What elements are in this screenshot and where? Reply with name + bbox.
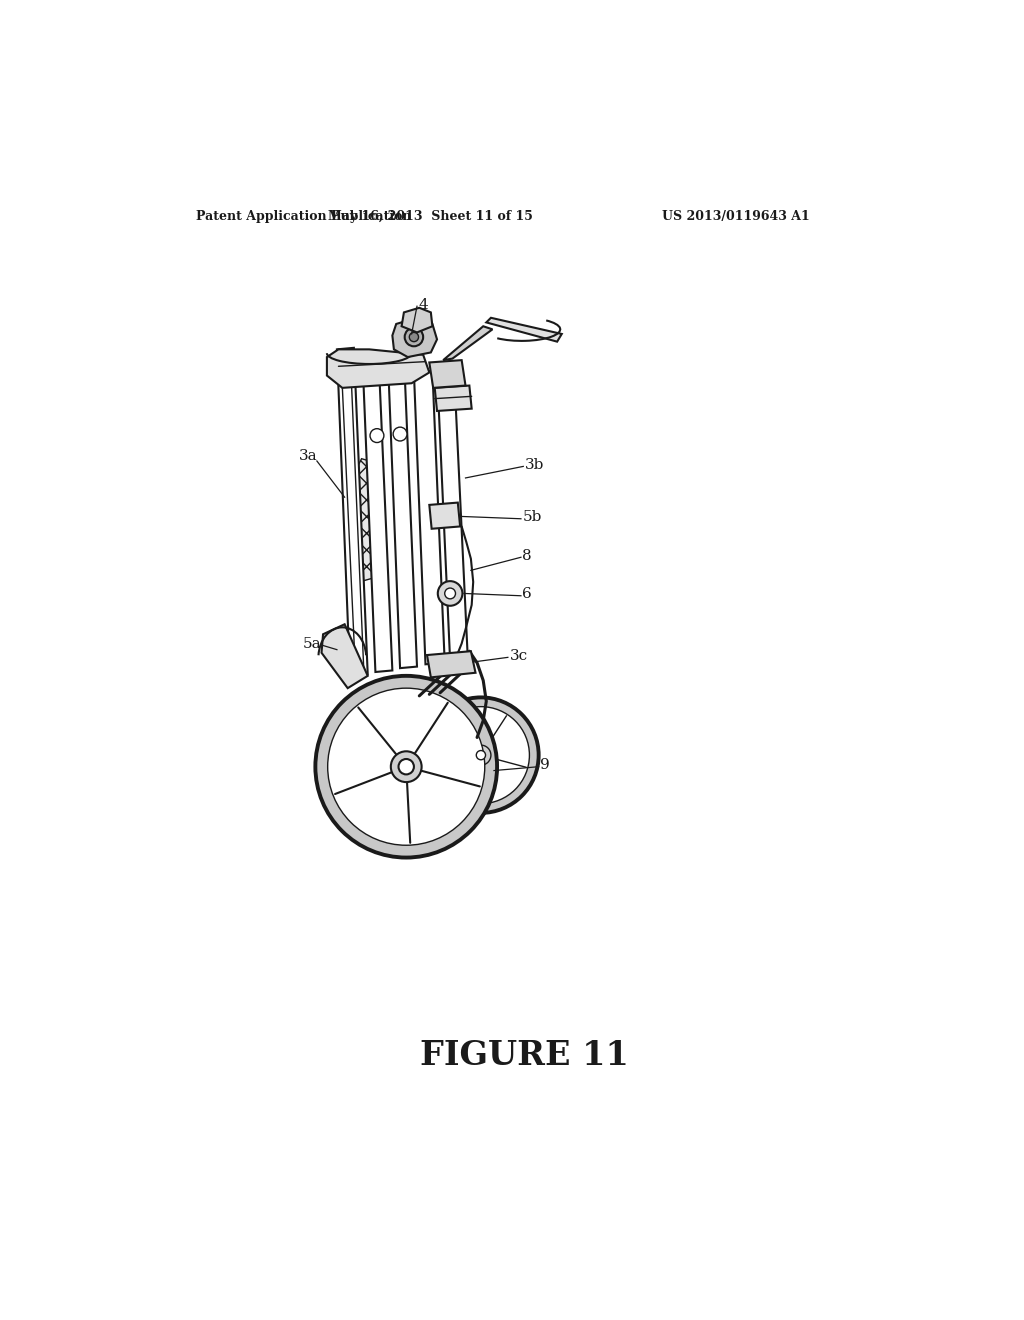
Text: 5a: 5a [303,636,322,651]
Circle shape [432,706,529,804]
Polygon shape [429,360,466,388]
Text: 5b: 5b [522,511,542,524]
Polygon shape [322,624,368,688]
Text: 3a: 3a [298,449,317,463]
Text: 9: 9 [541,758,550,772]
Text: 4: 4 [419,298,428,312]
Polygon shape [346,459,383,583]
Circle shape [476,751,485,760]
Polygon shape [337,348,368,677]
Text: FIGURE 11: FIGURE 11 [421,1039,629,1072]
Polygon shape [435,385,472,411]
Circle shape [410,333,419,342]
Polygon shape [486,318,562,342]
Polygon shape [443,326,493,360]
Circle shape [370,429,384,442]
Polygon shape [401,308,432,333]
Polygon shape [327,350,429,388]
Circle shape [444,589,456,599]
Circle shape [471,744,490,766]
Polygon shape [414,371,444,664]
Text: 6: 6 [522,587,532,601]
Polygon shape [427,651,475,677]
Circle shape [398,759,414,775]
Circle shape [393,428,407,441]
Text: 8: 8 [522,549,532,562]
Polygon shape [437,368,468,660]
Polygon shape [364,374,392,672]
Circle shape [328,688,484,845]
Text: US 2013/0119643 A1: US 2013/0119643 A1 [662,210,810,223]
Text: 3b: 3b [524,458,544,471]
Circle shape [438,581,463,606]
Circle shape [423,697,539,813]
Circle shape [404,327,423,346]
Polygon shape [392,318,437,358]
Text: 3c: 3c [509,649,527,663]
Polygon shape [429,503,460,529]
Circle shape [391,751,422,781]
Polygon shape [388,374,417,668]
Text: May 16, 2013  Sheet 11 of 15: May 16, 2013 Sheet 11 of 15 [329,210,534,223]
Text: Patent Application Publication: Patent Application Publication [196,210,412,223]
Circle shape [315,676,497,858]
